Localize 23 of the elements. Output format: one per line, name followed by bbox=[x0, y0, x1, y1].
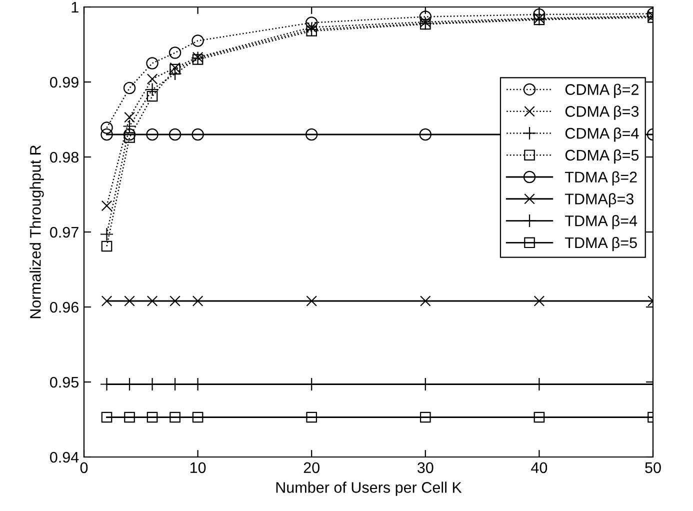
y-tick-label: 0.99 bbox=[50, 76, 78, 88]
legend-label: CDMA β=4 bbox=[565, 128, 639, 142]
x-tick-label: 30 bbox=[417, 462, 434, 474]
y-tick-label: 0.97 bbox=[50, 226, 78, 238]
x-tick-label: 0 bbox=[80, 462, 88, 474]
legend-label: TDMA β=4 bbox=[565, 215, 638, 230]
x-axis-title: Number of Users per Cell K bbox=[276, 482, 462, 496]
x-tick-label: 10 bbox=[190, 462, 206, 474]
x-tick-label: 50 bbox=[645, 462, 661, 474]
x-tick-label: 40 bbox=[531, 462, 548, 474]
y-axis-title: Normalized Throughput R bbox=[30, 145, 44, 318]
legend-label: CDMA β=3 bbox=[565, 106, 639, 120]
y-tick-label: 0.94 bbox=[50, 452, 79, 463]
x-tick-label: 20 bbox=[304, 462, 320, 474]
y-tick-label: 0.96 bbox=[50, 302, 78, 313]
y-tick-label: 0.98 bbox=[50, 152, 78, 163]
y-tick-label: 0.95 bbox=[50, 376, 78, 388]
legend-label: TDMA β=5 bbox=[565, 236, 637, 252]
legend-label: CDMA β=5 bbox=[565, 149, 639, 164]
legend-label: TDMAβ=3 bbox=[565, 193, 634, 208]
legend-label: TDMA β=2 bbox=[565, 171, 637, 186]
legend-label: CDMA β=2 bbox=[565, 84, 638, 98]
y-tick-label: 1 bbox=[72, 2, 78, 13]
